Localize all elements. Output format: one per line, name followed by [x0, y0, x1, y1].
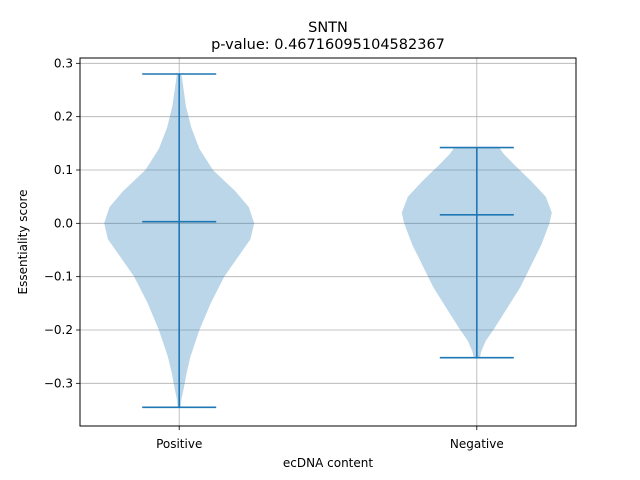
x-tick-label: Positive	[156, 437, 202, 451]
y-tick-label: 0.1	[54, 163, 73, 177]
violin-stat-lines	[142, 73, 514, 409]
x-axis-ticks: Positive Negative	[156, 426, 504, 451]
y-tick-label: 0.3	[54, 56, 73, 70]
y-tick-label: −0.2	[44, 323, 73, 337]
y-axis-label: Essentiality score	[16, 190, 30, 295]
x-axis-label: ecDNA content	[283, 456, 373, 470]
y-tick-label: 0.2	[54, 110, 73, 124]
plot-frame	[79, 57, 577, 427]
y-tick-label: −0.1	[44, 270, 73, 284]
y-axis-ticks: −0.3 −0.2 −0.1 0.0 0.1 0.2 0.3	[44, 56, 80, 390]
chart-title: SNTN	[308, 20, 348, 36]
y-tick-label: −0.3	[44, 376, 73, 390]
y-tick-label: 0.0	[54, 216, 73, 230]
chart-subtitle: p-value: 0.46716095104582367	[211, 37, 445, 53]
x-tick-label: Negative	[450, 437, 504, 451]
